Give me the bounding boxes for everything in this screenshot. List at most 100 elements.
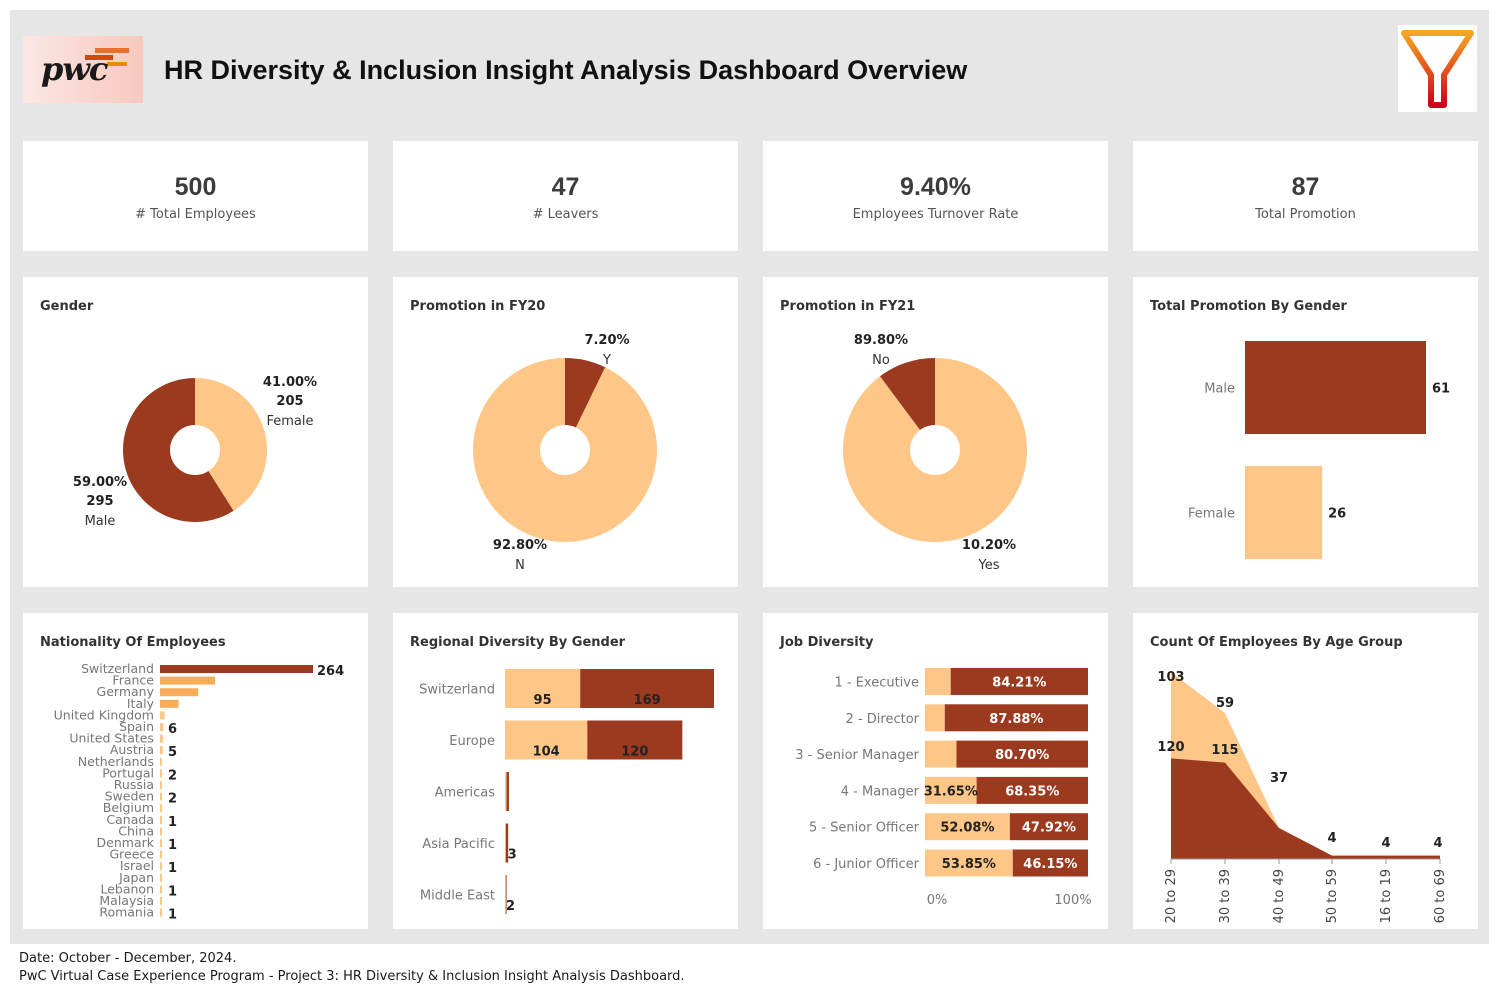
x-tick-label: 16 to 19	[1379, 869, 1394, 923]
bar-france	[160, 676, 216, 685]
slice-value-label: 295	[86, 494, 113, 509]
region-label: Middle East	[420, 889, 495, 904]
bar-sweden	[160, 792, 162, 801]
slice-percent-label: 92.80%	[493, 538, 547, 553]
bar-value-label: 1	[168, 838, 177, 853]
bar-malaysia	[160, 897, 162, 905]
slice-value-label: 205	[276, 394, 303, 409]
bar-china	[160, 827, 162, 836]
kpi-value: 87	[1291, 173, 1320, 201]
bar-lebanon	[160, 885, 162, 894]
bar-value-label: 1	[168, 861, 177, 876]
country-label: Sweden	[105, 789, 154, 804]
category-label: Male	[1204, 382, 1235, 397]
segment-value-label: 84.21%	[992, 676, 1046, 691]
x-tick-label: 40 to 49	[1272, 869, 1287, 923]
bar-israel	[160, 862, 162, 871]
promotion-by-gender-card: Total Promotion By Gender Male 61 Female 26	[1133, 277, 1478, 587]
point-value-label: 4	[1433, 836, 1442, 851]
bar-value-label: 3	[508, 848, 517, 863]
kpi-card-total-employees: 500 # Total Employees	[23, 141, 368, 251]
bar-female	[505, 772, 507, 811]
bar-female	[505, 720, 588, 760]
job-level-label: 5 - Senior Officer	[809, 821, 920, 836]
gender-donut-chart: 41.00% 205 Female 59.00% 295 Male	[73, 375, 317, 529]
bar-value-label: 6	[168, 722, 177, 737]
bar-segment-light	[925, 740, 957, 768]
chart-title: Nationality Of Employees	[40, 635, 226, 650]
promotion-fy20-donut: 7.20% Y 92.80% N	[473, 333, 657, 573]
bar-canada	[160, 815, 162, 824]
bar-male	[587, 720, 683, 760]
filter-icon[interactable]	[1398, 25, 1477, 112]
donut-hole	[910, 425, 960, 475]
slice-name-label: No	[872, 353, 890, 368]
country-label: United Kingdom	[54, 707, 154, 722]
country-label: Lebanon	[100, 881, 154, 896]
slice-name-label: Male	[85, 514, 116, 529]
bar-italy	[160, 699, 179, 708]
region-label: Europe	[449, 734, 495, 749]
bar-spain	[160, 723, 164, 731]
pie-slice-female	[195, 378, 267, 511]
pwc-logo: pwc	[23, 36, 143, 103]
country-label: Portugal	[102, 765, 154, 780]
bar-value-label: 120	[621, 745, 648, 760]
age-group-area-chart: 20 to 29 30 to 39 40 to 49 50 to 59 16 to 19…	[1157, 670, 1448, 923]
bar-male	[506, 772, 509, 811]
slice-percent-label: 7.20%	[584, 333, 629, 348]
bar-value-label: 264	[317, 664, 344, 679]
slice-name-label: Y	[602, 353, 611, 368]
bar-germany	[160, 688, 199, 697]
bar-male	[1245, 341, 1426, 434]
bar-female	[1245, 466, 1323, 559]
kpi-label: # Leavers	[532, 207, 599, 222]
nationality-card: Nationality Of Employees Switzerland 264 F…	[23, 613, 368, 929]
segment-value-label: 46.15%	[1023, 857, 1077, 872]
bar-portugal	[160, 769, 162, 778]
slice-name-label: Yes	[978, 558, 1000, 573]
segment-value-label: 80.70%	[995, 748, 1049, 763]
chart-title: Total Promotion By Gender	[1150, 299, 1347, 314]
kpi-value: 47	[551, 173, 580, 201]
bar-denmark	[160, 839, 162, 847]
promotion-by-gender-bars: Male 61 Female 26	[1188, 341, 1450, 559]
job-level-label: 6 - Junior Officer	[813, 857, 920, 872]
chart-title: Promotion in FY21	[780, 299, 916, 314]
footer-program: PwC Virtual Case Experience Program - Pr…	[19, 969, 685, 984]
point-value-label: 4	[1327, 831, 1336, 846]
country-label: Spain	[119, 719, 154, 734]
chart-title: Count Of Employees By Age Group	[1150, 635, 1403, 650]
donut-hole	[170, 425, 220, 475]
job-diversity-card: Job Diversity 1 - Executive 84.21% 2 - Dir…	[763, 613, 1108, 929]
segment-value-label: 52.08%	[940, 821, 994, 836]
country-label: Netherlands	[78, 754, 154, 769]
bar-male	[505, 823, 509, 863]
bar-value-label: 2	[168, 768, 177, 783]
bar-value-label: 2	[168, 792, 177, 807]
bar-value-label: 104	[533, 745, 560, 760]
category-label: Female	[1188, 507, 1235, 522]
bar-male	[580, 669, 714, 708]
inner-value-label: 115	[1211, 743, 1238, 758]
bar-value-label: 1	[168, 908, 177, 923]
country-label: China	[118, 823, 154, 838]
x-tick-label: 50 to 59	[1325, 869, 1340, 923]
segment-value-label: 87.88%	[989, 712, 1043, 727]
country-label: Austria	[110, 742, 154, 757]
kpi-label: Total Promotion	[1255, 207, 1356, 222]
bar-russia	[160, 781, 162, 789]
bar-segment-light	[925, 704, 945, 732]
job-level-label: 4 - Manager	[841, 784, 920, 799]
region-label: Americas	[435, 786, 496, 801]
gender-chart-card: Gender 41.00% 205 Female 59.00% 295 Male	[23, 277, 368, 587]
kpi-card-turnover-rate: 9.40% Employees Turnover Rate	[763, 141, 1108, 251]
bar-greece	[160, 850, 162, 859]
kpi-card-total-promotion: 87 Total Promotion	[1133, 141, 1478, 251]
region-label: Asia Pacific	[422, 837, 495, 852]
bar-value-label: 5	[168, 745, 177, 760]
point-value-label: 59	[1216, 696, 1234, 711]
bar-japan	[160, 873, 162, 882]
job-level-label: 2 - Director	[846, 712, 920, 727]
